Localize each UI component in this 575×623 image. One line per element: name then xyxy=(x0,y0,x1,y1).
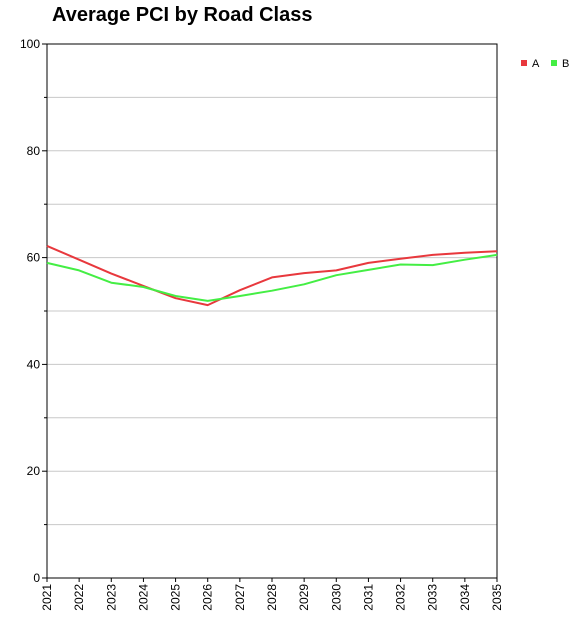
x-tick-label: 2023 xyxy=(104,584,118,611)
y-tick-label: 40 xyxy=(27,357,41,371)
legend-swatch-B xyxy=(551,60,557,66)
y-tick-label: 20 xyxy=(27,464,41,478)
chart-title: Average PCI by Road Class xyxy=(52,4,313,26)
x-tick-label: 2022 xyxy=(72,584,86,611)
x-tick-label: 2035 xyxy=(490,584,504,611)
series-line-B xyxy=(46,253,498,302)
x-tick-label: 2033 xyxy=(426,584,440,611)
x-tick-label: 2028 xyxy=(265,584,279,611)
x-tick-label: 2027 xyxy=(233,584,247,611)
x-tick-label: 2026 xyxy=(201,584,215,611)
x-tick-label: 2025 xyxy=(169,584,183,611)
series-lines xyxy=(46,244,498,307)
legend-label-B: B xyxy=(562,58,569,70)
legend-label-A: A xyxy=(532,58,540,70)
x-tick-label: 2030 xyxy=(329,584,343,611)
y-tick-label: 0 xyxy=(33,571,40,585)
series-line-A xyxy=(46,244,498,307)
axes: 0 20 40 60 80 100 2021 2022 2023 2024 2025 2026 2027… xyxy=(20,37,504,611)
x-tick-label: 2029 xyxy=(297,584,311,611)
x-tick-label: 2021 xyxy=(40,584,54,611)
x-tick-label: 2034 xyxy=(458,584,472,611)
x-tick-label: 2032 xyxy=(394,584,408,611)
legend-swatch-A xyxy=(521,60,527,66)
x-tick-label: 2024 xyxy=(136,584,150,611)
y-tick-label: 100 xyxy=(20,37,40,51)
x-tick-label: 2031 xyxy=(361,584,375,611)
grid-lines xyxy=(47,96,497,526)
y-tick-label: 60 xyxy=(27,251,41,265)
y-tick-label: 80 xyxy=(27,144,41,158)
